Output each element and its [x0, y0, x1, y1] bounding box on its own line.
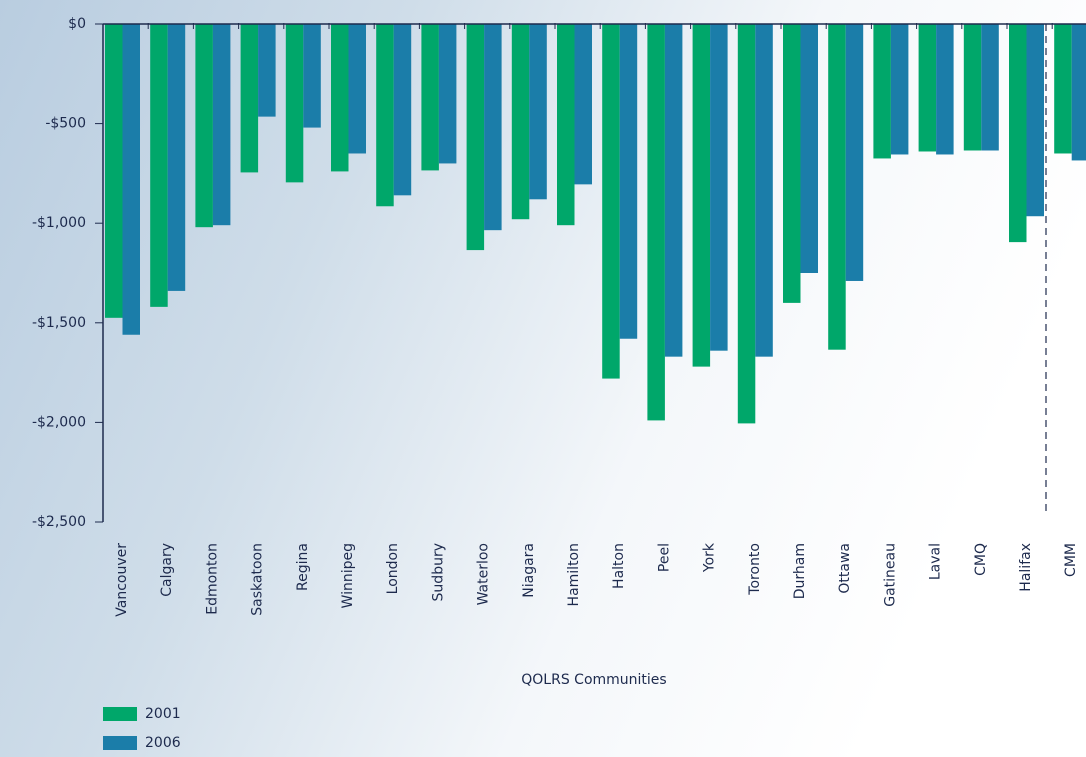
x-tick-label: CMQ: [973, 543, 989, 576]
bar: [738, 24, 756, 423]
x-tick-label: Halton: [611, 543, 627, 589]
bar: [1027, 24, 1045, 216]
bar: [665, 24, 683, 357]
bar: [303, 24, 321, 128]
bar: [620, 24, 638, 339]
bar: [981, 24, 999, 150]
legend-label: 2001: [145, 706, 181, 722]
x-tick-label: Niagara: [521, 543, 537, 598]
bar: [602, 24, 620, 379]
x-tick-label: Waterloo: [476, 543, 492, 605]
bar: [1009, 24, 1027, 242]
x-tick-label: Durham: [792, 543, 808, 599]
y-tick-label: -$2,000: [32, 414, 86, 430]
x-tick-label: Halifax: [1018, 543, 1034, 592]
x-tick-label: Winnipeg: [340, 543, 356, 608]
bar: [557, 24, 575, 225]
x-tick-label: Regina: [295, 543, 311, 591]
bar: [783, 24, 801, 303]
x-tick-label: Edmonton: [204, 543, 220, 615]
bar: [529, 24, 547, 199]
bar: [846, 24, 864, 281]
bar: [873, 24, 891, 158]
y-tick-label: $0: [68, 16, 86, 32]
bar: [421, 24, 439, 170]
x-tick-label: Saskatoon: [250, 543, 266, 616]
x-tick-label: Laval: [928, 543, 944, 580]
x-tick-label: Peel: [656, 543, 672, 572]
bar: [964, 24, 982, 150]
bar: [286, 24, 304, 182]
x-tick-label: Calgary: [159, 543, 175, 597]
y-tick-label: -$1,500: [32, 315, 86, 331]
x-tick-label: York: [702, 542, 718, 573]
bar: [1072, 24, 1086, 160]
bar: [105, 24, 123, 318]
y-tick-label: -$500: [45, 116, 86, 132]
x-tick-label: Ottawa: [837, 543, 853, 594]
legend-label: 2006: [145, 735, 181, 751]
bar: [241, 24, 259, 172]
bar: [258, 24, 276, 117]
bar: [919, 24, 937, 151]
bar: [801, 24, 819, 273]
x-tick-label: CMM: [1063, 543, 1079, 577]
x-tick-label: Vancouver: [114, 543, 130, 617]
chart: QOLRS Communities $0 -$500 -$1,000 -$1,500 -…: [0, 0, 1086, 757]
bar: [575, 24, 593, 184]
bar: [467, 24, 485, 250]
bar: [512, 24, 530, 219]
x-axis-title: QOLRS Communities: [521, 672, 666, 688]
bar: [484, 24, 502, 230]
bar: [376, 24, 394, 206]
x-tick-label: Gatineau: [882, 543, 898, 607]
x-tick-label: Hamilton: [566, 543, 582, 606]
bar: [213, 24, 231, 225]
bar: [123, 24, 141, 335]
bar: [349, 24, 367, 153]
bar: [693, 24, 711, 367]
bar: [168, 24, 186, 291]
bar: [150, 24, 168, 307]
x-tick-label: Toronto: [747, 543, 763, 596]
bar: [755, 24, 773, 357]
y-tick-label: -$1,000: [32, 215, 86, 231]
x-tick-label: London: [385, 543, 401, 594]
y-tick-label: -$2,500: [32, 514, 86, 530]
legend-swatch: [103, 707, 137, 721]
bar: [891, 24, 909, 154]
bar: [647, 24, 665, 420]
bar: [394, 24, 412, 195]
bar: [331, 24, 349, 171]
bar: [1054, 24, 1072, 153]
bar: [828, 24, 846, 350]
bar: [195, 24, 213, 227]
legend-swatch: [103, 736, 137, 750]
bar: [936, 24, 954, 154]
x-tick-label: Sudbury: [430, 543, 446, 601]
bar: [439, 24, 457, 163]
bar: [710, 24, 728, 351]
